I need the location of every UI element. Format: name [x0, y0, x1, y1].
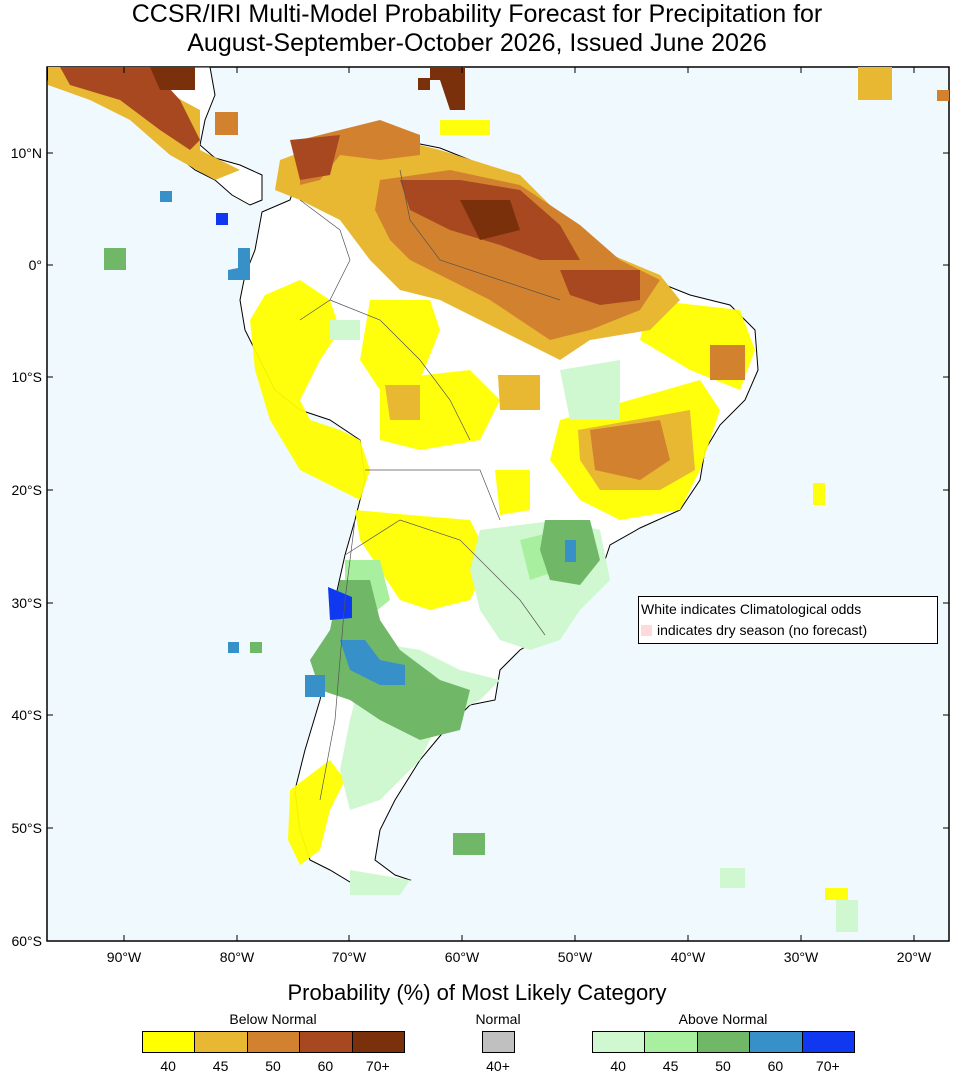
below-normal-swatch-50: [246, 1031, 301, 1053]
above-normal-swatch-label: 40: [610, 1058, 626, 1074]
below-normal-swatch-label: 60: [317, 1058, 334, 1074]
lon-label: 80°W: [220, 949, 255, 965]
latitude-axis: 10°N 0° 10°S 20°S 30°S 40°S 50°S 60°S: [11, 145, 42, 949]
above-normal-swatch-label: 60: [767, 1058, 784, 1074]
lat-label: 40°S: [11, 707, 42, 723]
lat-label: 10°N: [11, 145, 42, 161]
below-normal-swatch-40: [142, 1031, 196, 1053]
above-normal-70-zones: [216, 213, 352, 620]
above-normal-swatch-70plus: [801, 1031, 855, 1053]
lon-label: 90°W: [107, 949, 142, 965]
longitude-ticks: [123, 67, 915, 941]
below-normal-swatch-label: 45: [212, 1058, 229, 1074]
below-normal-70-zones: [150, 67, 520, 240]
above-normal-swatch-40: [592, 1031, 646, 1053]
above-normal-label: Above Normal: [678, 1011, 768, 1027]
map-title-line-2: August-September-October 2026, Issued Ju…: [187, 29, 767, 57]
normal-swatch-label: 40+: [486, 1058, 510, 1074]
normal-swatch-40plus: [482, 1031, 515, 1053]
lon-label: 40°W: [671, 949, 706, 965]
lat-label: 20°S: [11, 482, 42, 498]
below-normal-swatch-70plus: [351, 1031, 405, 1053]
above-normal-swatch-label: 45: [662, 1058, 679, 1074]
map-title-line-1: CCSR/IRI Multi-Model Probability Forecas…: [131, 0, 823, 28]
country-borders: [299, 169, 561, 801]
above-normal-swatch-label: 50: [715, 1058, 731, 1074]
above-normal-60-zones: [160, 191, 576, 697]
legend-dry-season-text: indicates dry season (no forecast): [657, 622, 868, 638]
lon-label: 50°W: [558, 949, 593, 965]
above-normal-swatch-45: [644, 1031, 698, 1053]
normal-label: Normal: [475, 1011, 521, 1027]
legend-climatology-text: White indicates Climatological odds: [641, 601, 862, 617]
below-normal-label: Below Normal: [229, 1011, 317, 1027]
below-normal-swatch-45: [194, 1031, 248, 1053]
lon-label: 70°W: [332, 949, 367, 965]
longitude-axis: 90°W 80°W 70°W 60°W 50°W 40°W 30°W 20°W: [107, 949, 932, 965]
lon-label: 20°W: [897, 949, 932, 965]
below-normal-swatch-60: [299, 1031, 353, 1053]
lat-label: 0°: [29, 257, 42, 273]
lon-label: 30°W: [784, 949, 819, 965]
latitude-ticks: [47, 152, 949, 829]
lon-label: 60°W: [445, 949, 480, 965]
below-normal-40-zones: [250, 120, 848, 900]
above-normal-swatch-50: [696, 1031, 751, 1053]
lat-label: 10°S: [11, 369, 42, 385]
lat-label: 50°S: [11, 820, 42, 836]
above-normal-swatch-60: [749, 1031, 803, 1053]
lat-label: 60°S: [11, 933, 42, 949]
below-normal-swatch-label: 50: [265, 1058, 281, 1074]
lat-label: 30°S: [11, 595, 42, 611]
map-legend-box: White indicates Climatological odds indi…: [638, 596, 938, 644]
below-normal-swatch-label: 70+: [365, 1058, 390, 1074]
above-normal-swatch-label: 70+: [815, 1058, 840, 1074]
legend-dry-season-row: indicates dry season (no forecast): [641, 622, 867, 638]
dry-season-swatch: [641, 625, 652, 636]
colorbar-title: Probability (%) of Most Likely Category: [287, 980, 667, 1005]
below-normal-swatch-label: 40: [160, 1058, 176, 1074]
